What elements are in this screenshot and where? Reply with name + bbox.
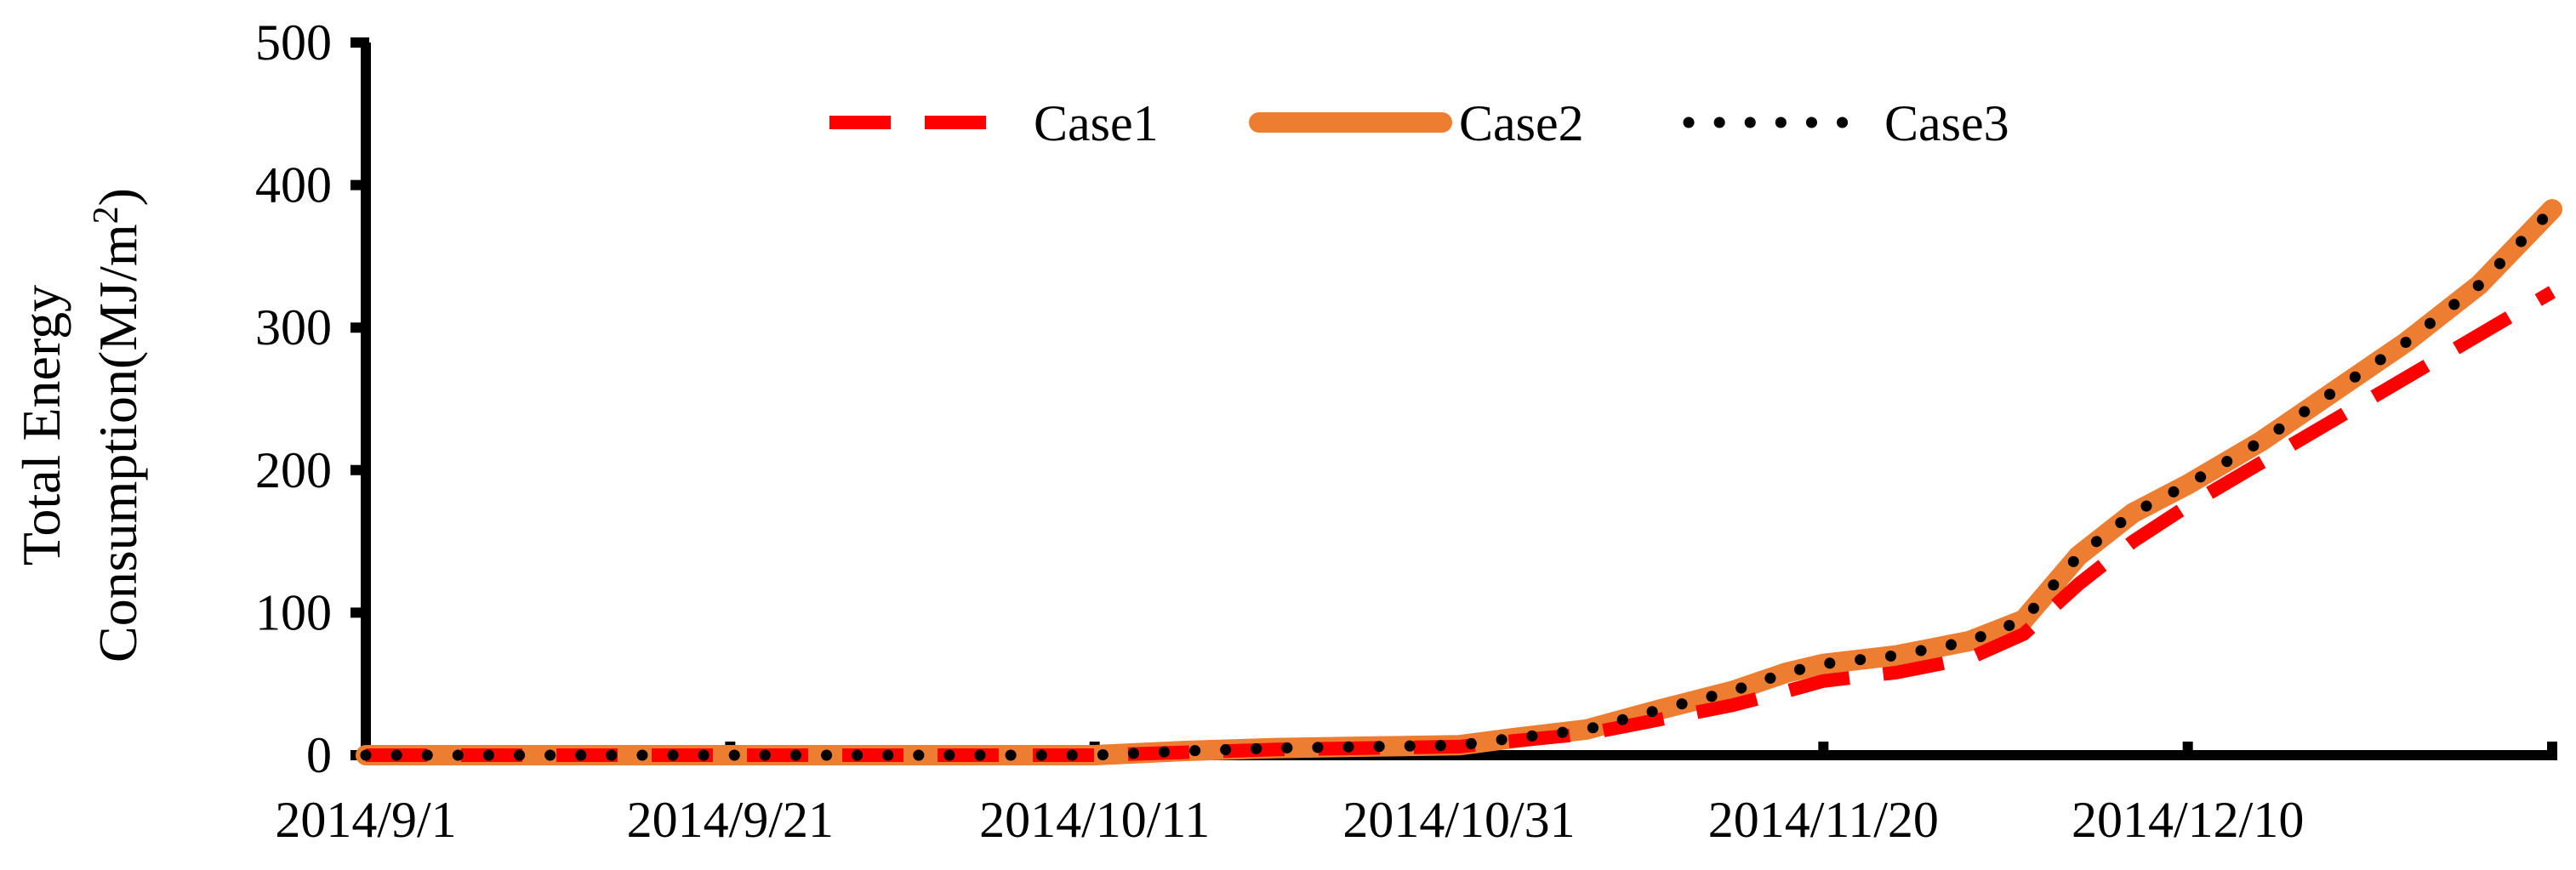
legend: Case1 Case2 Case3 (829, 95, 2009, 151)
y-tick-label: 400 (255, 157, 332, 213)
y-tick-label: 200 (255, 442, 332, 498)
y-tick-label: 500 (255, 14, 332, 71)
series-layer (356, 199, 2562, 765)
x-tick-label: 2014/11/20 (1708, 792, 1939, 848)
x-tick-label: 2014/12/10 (2072, 792, 2304, 848)
y-axis-title-line1: Total Energy (11, 285, 71, 566)
y-tick-label: 100 (255, 584, 332, 640)
y-tick-label: 0 (306, 727, 332, 783)
series-line-case3 (360, 203, 2558, 761)
y-axis-title-line2: Consumption(MJ/m2) (87, 188, 148, 662)
x-tick-label: 2014/9/21 (627, 792, 834, 848)
y-axis-title: Total Energy Consumption(MJ/m2) (11, 188, 148, 662)
legend-label-case2: Case2 (1459, 95, 1584, 151)
legend-label-case1: Case1 (1034, 95, 1159, 151)
y-tick-label: 300 (255, 299, 332, 355)
axes (350, 37, 2557, 760)
x-tick-label: 2014/10/11 (979, 792, 1210, 848)
y-tick-labels: 0 100 200 300 400 500 (255, 14, 332, 783)
x-tick-labels: 2014/9/1 2014/9/21 2014/10/11 2014/10/31 201… (275, 792, 2304, 848)
x-tick-label: 2014/9/1 (275, 792, 456, 848)
legend-label-case3: Case3 (1884, 95, 2009, 151)
series-line-case1 (366, 286, 2556, 762)
x-tick-label: 2014/10/31 (1342, 792, 1575, 848)
